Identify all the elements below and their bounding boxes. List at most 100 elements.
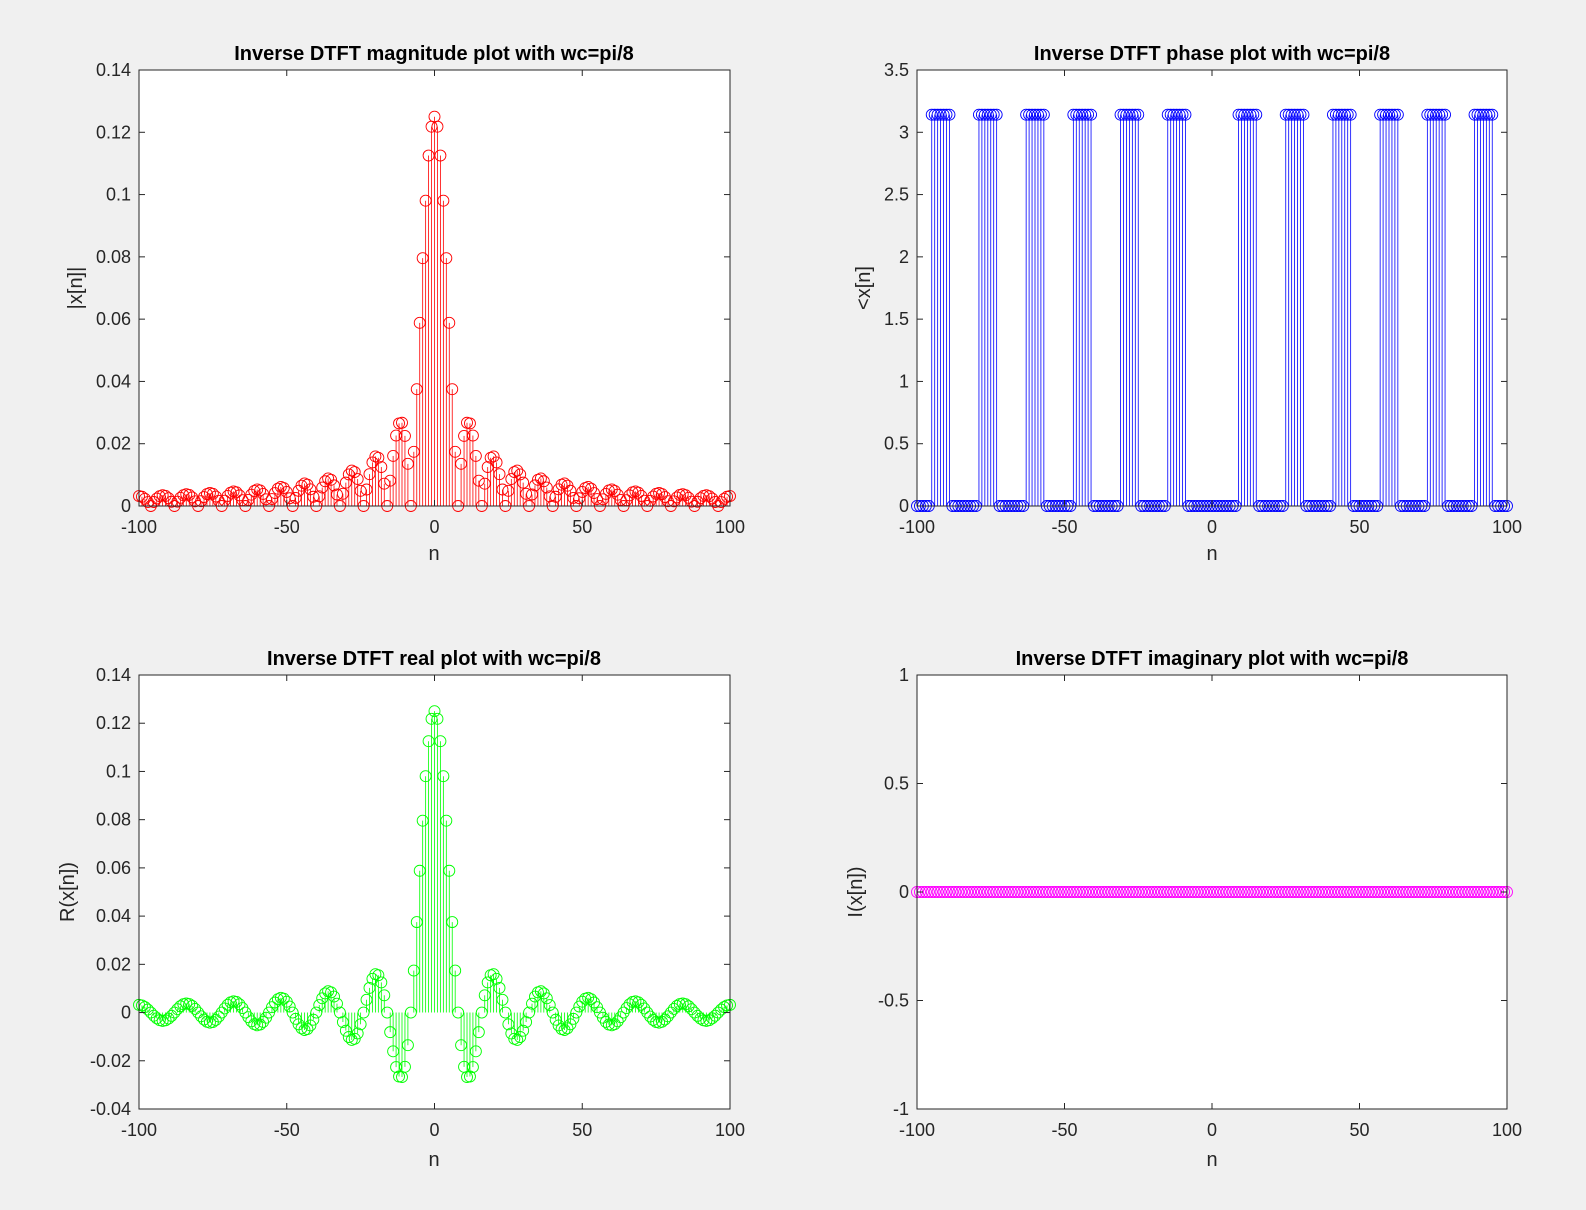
imaginary-stem-marker [996, 886, 1009, 898]
imaginary-stem-marker [1300, 886, 1313, 898]
real-stem-marker [372, 969, 385, 982]
imaginary-stem-marker [1161, 886, 1174, 898]
imaginary-stem-marker [937, 886, 950, 898]
x-tick-label: -100 [899, 517, 935, 537]
magnitude-stem-marker [387, 449, 400, 462]
y-tick-label: -1 [893, 1099, 909, 1119]
imaginary-stem-marker [1489, 886, 1502, 898]
imaginary-stem-marker [1241, 886, 1254, 898]
y-tick-label: 0.5 [884, 434, 909, 454]
magnitude-ylabel: |x[n]| [65, 267, 87, 310]
imaginary-stem-marker [1208, 886, 1221, 898]
magnitude-stem-marker [416, 252, 429, 265]
real-stem-marker [511, 1034, 524, 1046]
imaginary-stem-marker [1394, 886, 1407, 898]
magnitude-stem-marker [339, 476, 352, 489]
phase-stems [911, 108, 1513, 512]
magnitude-stem-marker [588, 487, 601, 499]
imaginary-stem-marker [1312, 886, 1325, 898]
y-tick-label: 0.14 [96, 60, 131, 80]
imaginary-stem-marker [1132, 886, 1145, 898]
real-stem-marker [277, 992, 290, 1005]
magnitude-stem-marker [511, 464, 524, 477]
magnitude-stem-marker [706, 492, 719, 505]
real-stem-marker [192, 1006, 205, 1019]
real-stem-marker [490, 972, 503, 985]
phase-stem-marker [990, 108, 1003, 121]
imaginary-stem-marker [1374, 886, 1387, 898]
real-stem-marker [165, 1009, 178, 1022]
real-stem-marker [659, 1013, 671, 1026]
imaginary-stem-marker [1037, 886, 1050, 898]
imaginary-stem-marker [1002, 886, 1015, 898]
imaginary-stem-marker [940, 886, 953, 898]
y-tick-label: 3.5 [884, 60, 909, 80]
real-stem-marker [682, 1000, 695, 1013]
imaginary-stem-marker [1155, 886, 1168, 898]
imaginary-stem-marker [1040, 886, 1053, 898]
real-stem-marker [283, 1000, 296, 1013]
imaginary-stem-marker [1135, 886, 1148, 898]
real-stem-marker [517, 1024, 530, 1037]
imaginary-stem-marker [1096, 886, 1109, 898]
magnitude-stem-marker [591, 493, 603, 506]
imaginary-stem-marker [1029, 886, 1041, 898]
imaginary-stem-marker [1149, 886, 1162, 898]
imaginary-stem-marker [1217, 886, 1230, 898]
imaginary-stem-marker [1456, 886, 1469, 898]
x-tick-label: -50 [274, 517, 300, 537]
imaginary-stem-marker [967, 886, 979, 898]
magnitude-stem-marker [422, 149, 435, 162]
phase-stem-marker [943, 108, 956, 121]
real-stem-marker [301, 1023, 314, 1035]
imaginary-stem-marker [1377, 886, 1390, 898]
real-stem-marker [363, 981, 376, 994]
magnitude-stem-marker [150, 492, 163, 505]
real-stem-marker [336, 1016, 349, 1028]
imaginary-stem-marker [1061, 886, 1074, 898]
imaginary-stem-marker [1191, 886, 1204, 898]
real-stem-marker [685, 1003, 698, 1016]
imaginary-stem-marker [1232, 886, 1245, 898]
y-tick-label: 0.02 [96, 434, 131, 454]
imaginary-stem-marker [1329, 886, 1342, 898]
imaginary-stem-marker [922, 886, 935, 898]
imaginary-stem-marker [1412, 886, 1425, 898]
imaginary-stem-marker [1365, 886, 1378, 898]
x-tick-label: -100 [121, 1120, 157, 1140]
imaginary-stem-marker [984, 886, 997, 898]
phase-axes[interactable] [916, 69, 1508, 507]
phase-stem-marker [940, 108, 953, 121]
imaginary-stem-marker [1226, 886, 1239, 898]
imaginary-stem-marker [1114, 886, 1127, 898]
magnitude-stem-marker [183, 489, 196, 501]
magnitude-stem-marker [419, 194, 432, 207]
imaginary-stem-marker [1049, 886, 1062, 898]
imaginary-stem-marker [1415, 886, 1428, 898]
x-tick-label: 50 [1349, 1120, 1369, 1140]
imaginary-stem-marker [1253, 886, 1266, 898]
real-stem-marker [150, 1012, 163, 1025]
imaginary-stem-marker [1477, 886, 1490, 898]
imaginary-stem-marker [1046, 886, 1059, 898]
real-stem-marker [540, 992, 553, 1005]
magnitude-stem-marker [174, 491, 187, 504]
real-ylabel: R(x[n]) [57, 862, 79, 922]
x-tick-label: 0 [1207, 517, 1217, 537]
phase-stem-marker [1132, 108, 1145, 121]
imaginary-stem-marker [975, 886, 988, 898]
phase-stem-marker [1436, 108, 1449, 121]
real-stem-marker [452, 1006, 465, 1019]
imaginary-stem-marker [1288, 886, 1301, 898]
magnitude-stem-marker [257, 487, 270, 500]
real-stem-marker [443, 864, 456, 877]
real-stem-marker [328, 990, 340, 1003]
real-stem-marker [354, 1018, 367, 1031]
y-tick-label: 0.12 [96, 122, 131, 142]
imaginary-stem-marker [1303, 886, 1316, 898]
y-tick-label: 0 [121, 496, 131, 516]
real-stem-marker [596, 1011, 609, 1024]
imaginary-stem-marker [1079, 886, 1092, 898]
magnitude-stem-marker [221, 490, 234, 502]
